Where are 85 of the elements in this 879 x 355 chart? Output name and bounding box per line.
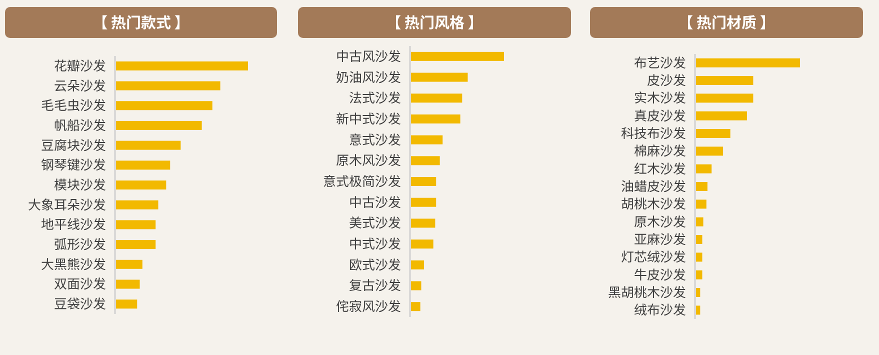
bar: [411, 240, 434, 249]
chart-title: 【 热门材质 】: [678, 12, 775, 33]
bar: [116, 240, 156, 250]
bar: [696, 217, 704, 226]
bar: [696, 111, 747, 120]
bar: [411, 114, 460, 124]
y-tick-label: 新中式沙发: [336, 108, 401, 128]
bar: [411, 177, 436, 186]
bar: [116, 220, 156, 230]
bar: [411, 302, 420, 312]
y-tick-label: 真皮沙发: [634, 105, 686, 124]
bar: [411, 72, 468, 82]
y-tick-label: 皮沙发: [646, 70, 686, 89]
bar: [411, 94, 462, 103]
bar: [696, 270, 702, 280]
y-tick-label: 中式沙发: [348, 234, 401, 253]
y-tick-label: 豆袋沙发: [54, 294, 106, 313]
y-tick-label: 弧形沙发: [54, 234, 106, 254]
y-tick-label: 油蜡皮沙发: [620, 176, 686, 195]
bar: [696, 306, 700, 315]
bar: [411, 52, 504, 61]
bar: [116, 160, 170, 170]
bar: [696, 288, 700, 297]
bar: [696, 200, 706, 209]
bar: [411, 281, 422, 290]
y-tick-label: 原木风沙发: [336, 150, 401, 170]
bar: [411, 198, 436, 207]
bar: [116, 200, 158, 210]
bar: [116, 101, 212, 110]
bar: [696, 146, 724, 156]
y-tick-label: 地平线沙发: [40, 214, 106, 234]
y-tick-label: 灯芯绒沙发: [620, 246, 686, 266]
y-tick-label: 科技布沙发: [620, 123, 686, 142]
bar: [116, 81, 220, 90]
bar: [116, 280, 140, 289]
y-tick-label: 意式沙发: [348, 129, 401, 148]
bar: [411, 135, 443, 144]
bar: [411, 218, 436, 228]
y-tick-label: 欧式沙发: [348, 254, 401, 274]
bar: [116, 120, 202, 130]
bar: [411, 260, 424, 270]
y-tick-label: 帆船沙发: [54, 114, 106, 134]
bar: [696, 182, 708, 191]
y-tick-label: 毛毛虫沙发: [40, 95, 106, 114]
bar: [696, 58, 800, 68]
bar: [116, 300, 138, 309]
y-tick-label: 钢琴键沙发: [40, 154, 106, 174]
y-tick-label: 实木沙发: [634, 88, 686, 107]
y-tick-label: 云朵沙发: [54, 75, 106, 94]
bar: [696, 76, 754, 85]
bar: [411, 156, 440, 166]
y-tick-label: 中古沙发: [348, 192, 401, 211]
y-tick-label: 大象耳朵沙发: [28, 194, 106, 214]
bar: [696, 129, 730, 138]
y-tick-label: 亚麻沙发: [634, 229, 686, 248]
bar: [116, 260, 142, 269]
y-tick-label: 绒布沙发: [634, 300, 686, 319]
y-tick-label: 中古风沙发: [336, 46, 401, 65]
y-tick-label: 棉麻沙发: [634, 140, 686, 160]
bar: [696, 94, 754, 103]
y-tick-label: 复古沙发: [348, 275, 401, 294]
y-tick-label: 双面沙发: [54, 274, 106, 293]
y-tick-label: 胡桃木沙发: [620, 194, 686, 213]
y-tick-label: 大黑熊沙发: [40, 254, 106, 273]
y-tick-label: 花瓣沙发: [54, 55, 106, 74]
y-tick-label: 黑胡桃木沙发: [608, 282, 686, 301]
y-tick-label: 豆腐块沙发: [40, 134, 106, 154]
bar: [116, 180, 166, 190]
bar: [116, 140, 181, 150]
y-tick-label: 原木沙发: [634, 211, 686, 230]
chart-title: 【 热门风格 】: [386, 12, 483, 33]
chart-title: 【 热门款式 】: [92, 12, 190, 33]
y-tick-label: 法式沙发: [348, 88, 401, 107]
y-tick-label: 意式极简沙发: [322, 171, 401, 190]
bar: [696, 235, 702, 244]
y-tick-label: 红木沙发: [634, 158, 686, 178]
y-tick-label: 牛皮沙发: [634, 264, 686, 284]
bar: [116, 61, 248, 70]
y-tick-label: 美式沙发: [348, 212, 401, 232]
y-tick-label: 布艺沙发: [634, 52, 686, 72]
y-tick-label: 模块沙发: [54, 174, 106, 194]
y-tick-label: 奶油风沙发: [336, 66, 401, 86]
bar: [696, 252, 702, 262]
bar: [696, 164, 712, 174]
y-tick-label: 侘寂风沙发: [336, 296, 401, 316]
